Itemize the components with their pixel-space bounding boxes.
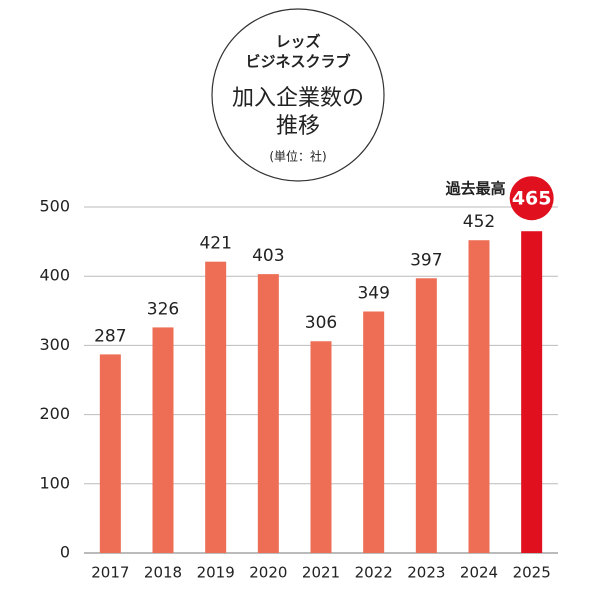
x-tick-label: 2022 (355, 564, 393, 582)
x-tick-label: 2025 (513, 564, 551, 582)
x-tick-label: 2019 (197, 564, 235, 582)
x-tick-label: 2018 (144, 564, 182, 582)
annotation: 過去最高 (445, 180, 506, 198)
brand-line: ビジネスクラブ (245, 53, 350, 71)
bar (521, 231, 543, 553)
chart-title: 加入企業数の (232, 86, 364, 111)
value-label: 326 (147, 299, 179, 319)
bar (257, 274, 279, 553)
y-tick-label: 100 (39, 473, 70, 492)
y-tick-label: 300 (39, 335, 70, 354)
y-tick-label: 200 (39, 404, 70, 423)
value-label: 403 (252, 246, 284, 266)
value-label: 397 (410, 250, 442, 270)
value-label: 287 (94, 326, 126, 346)
x-tick-label: 2020 (249, 564, 287, 582)
value-label: 421 (199, 234, 231, 254)
bar (152, 327, 174, 553)
bar (205, 261, 227, 553)
value-label: 452 (463, 212, 495, 232)
unit-note: (単位：社) (269, 149, 326, 164)
highlight-badge (509, 176, 554, 221)
y-tick-label: 500 (39, 197, 70, 216)
chart-title: 推移 (276, 114, 320, 139)
value-label: 306 (305, 313, 337, 333)
value-label: 349 (357, 283, 389, 303)
x-tick-label: 2024 (460, 564, 498, 582)
y-tick-label: 400 (39, 266, 70, 285)
x-tick-label: 2017 (91, 564, 129, 582)
x-tick-label: 2023 (407, 564, 445, 582)
bar (415, 278, 437, 553)
x-tick-label: 2021 (302, 564, 340, 582)
title-circle (211, 8, 385, 182)
brand-line: レッズ (275, 33, 320, 51)
bar (310, 341, 332, 553)
bar (99, 354, 121, 553)
value-label: 465 (512, 188, 552, 210)
y-tick-label: 0 (60, 543, 70, 562)
bar (468, 240, 490, 553)
bar (363, 311, 385, 553)
